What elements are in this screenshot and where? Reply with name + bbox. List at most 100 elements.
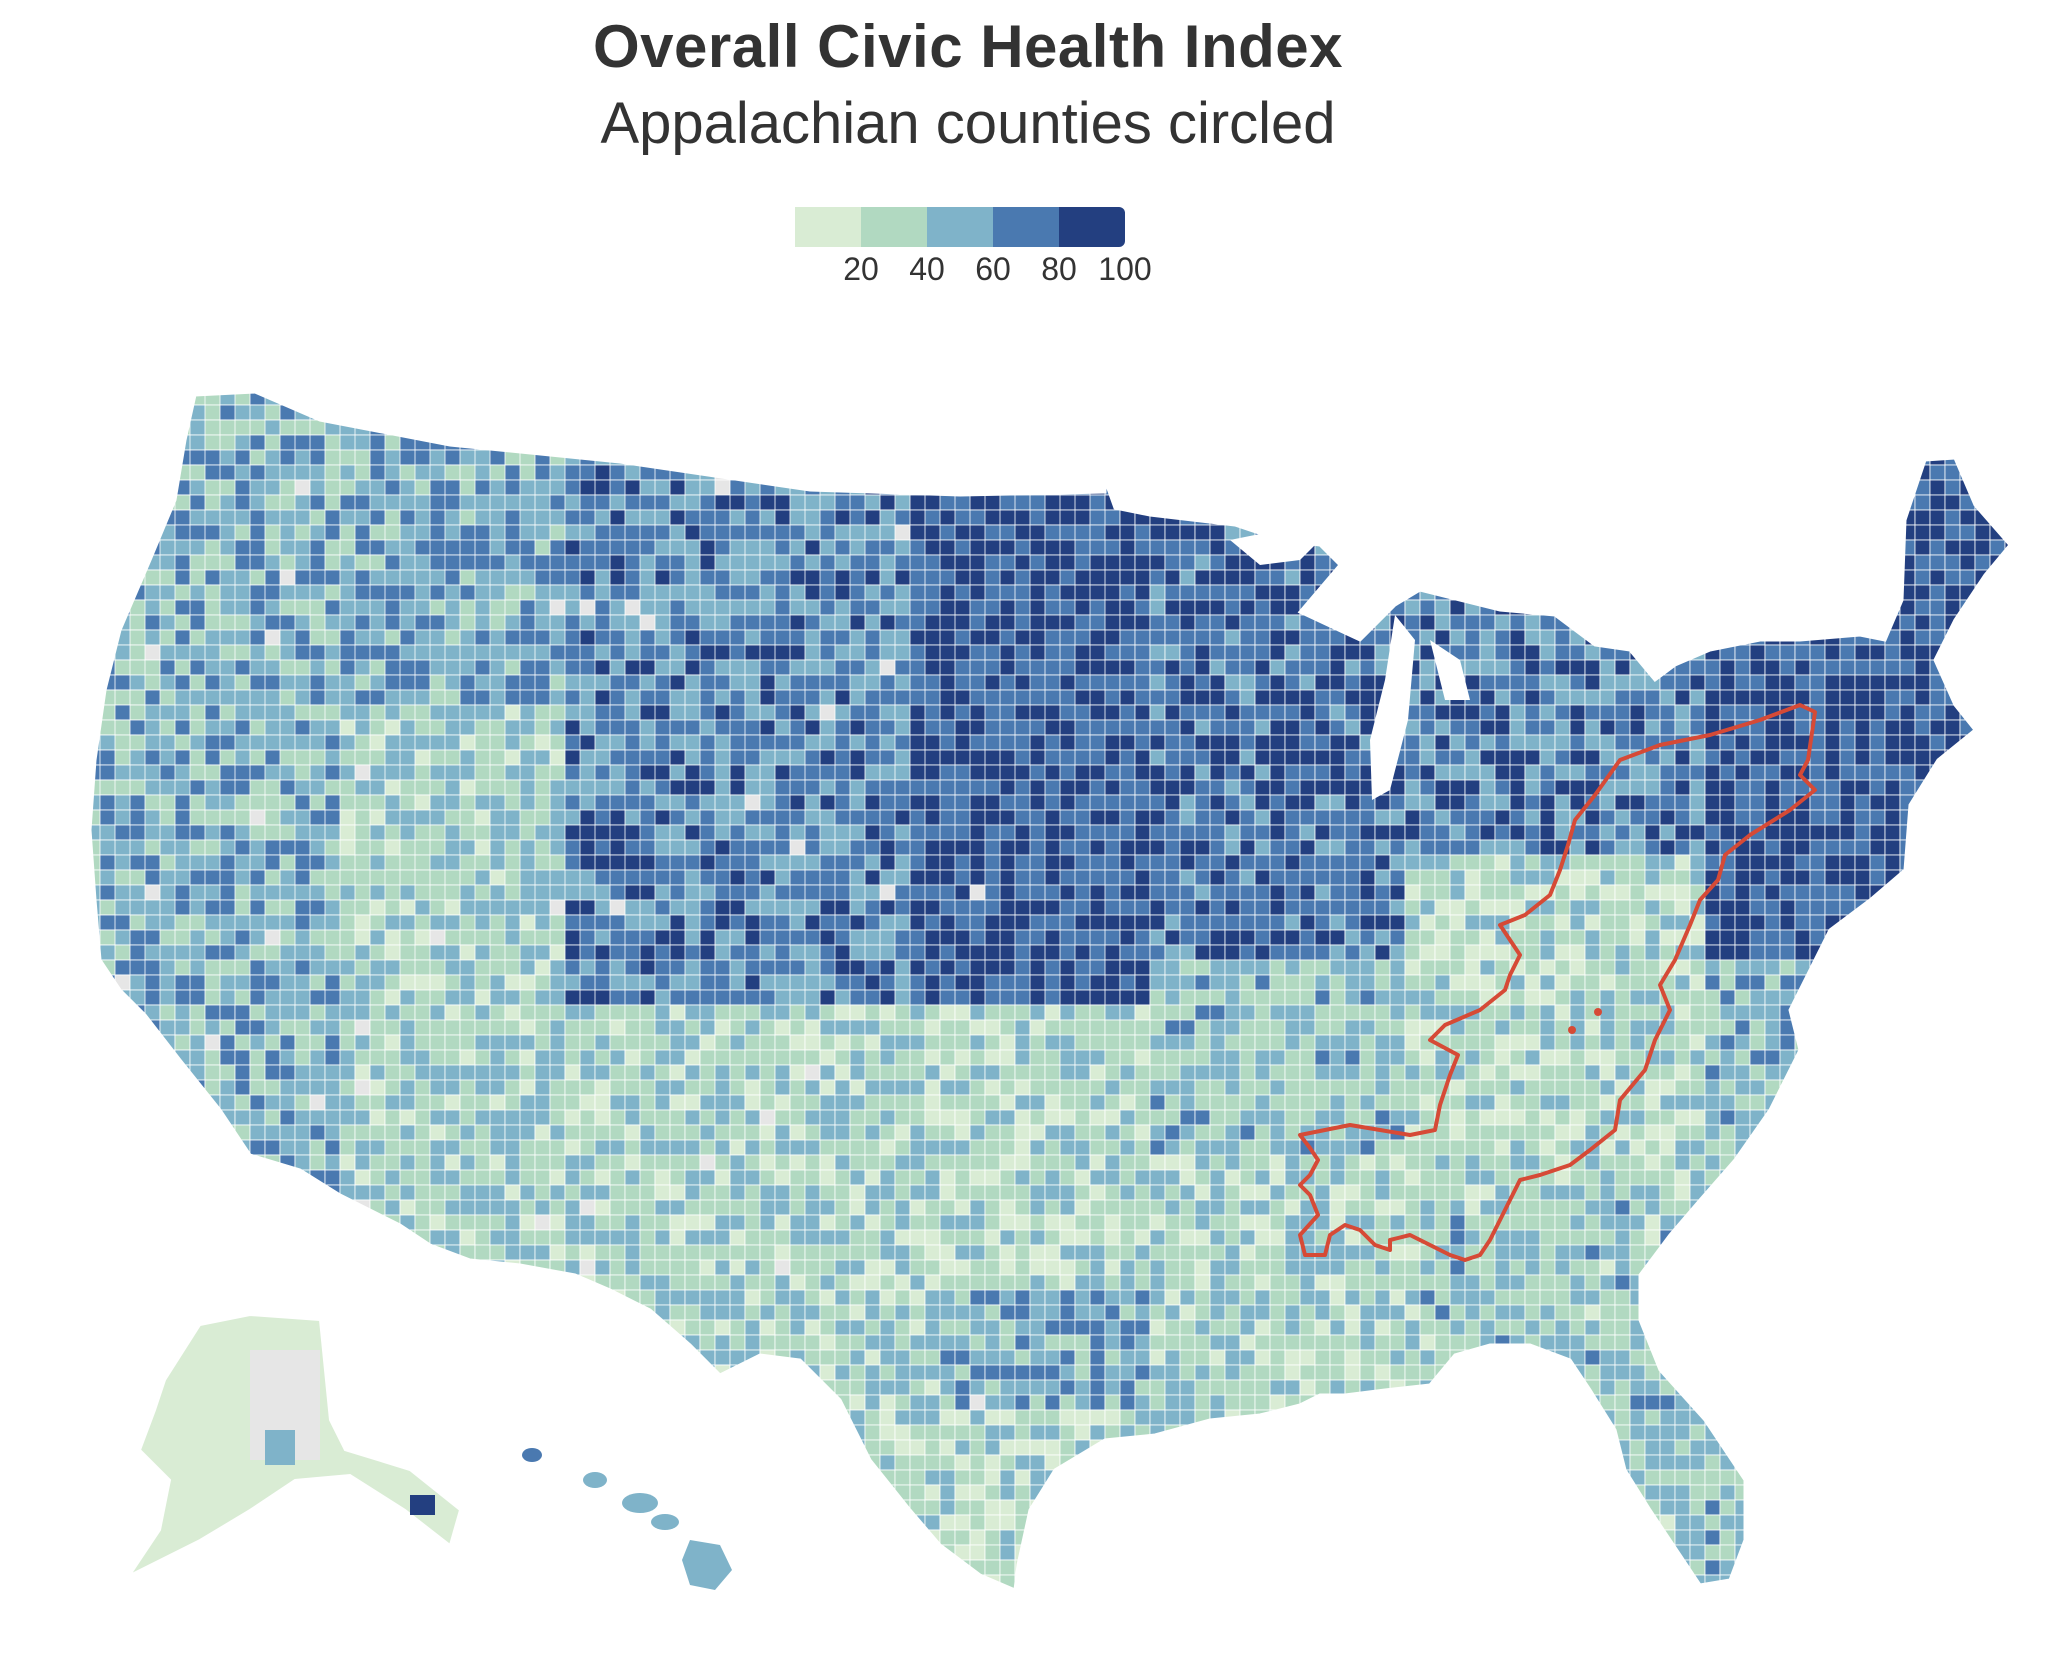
county-cell bbox=[1749, 599, 1766, 616]
county-cell bbox=[1434, 824, 1451, 841]
county-cell bbox=[1614, 659, 1631, 676]
county-cell bbox=[1419, 479, 1436, 496]
county-cell bbox=[324, 404, 347, 421]
county-cell bbox=[1614, 884, 1631, 901]
county-cell bbox=[1494, 644, 1511, 661]
county-cell bbox=[1104, 434, 1121, 451]
county-cell bbox=[2004, 659, 2010, 676]
county-cell bbox=[1074, 434, 1097, 451]
county-cell bbox=[1404, 464, 1421, 481]
county-cell bbox=[1224, 449, 1241, 466]
county-cell bbox=[1194, 734, 1211, 751]
county-cell bbox=[1029, 392, 1052, 406]
county-cell bbox=[1734, 914, 1751, 931]
county-cell bbox=[114, 479, 137, 496]
county-cell bbox=[1704, 809, 1721, 826]
county-cell bbox=[1719, 404, 1736, 421]
county-cell bbox=[1959, 569, 1976, 586]
county-cell bbox=[1119, 854, 1136, 871]
county-cell bbox=[1779, 434, 1796, 451]
county-cell bbox=[1854, 779, 1871, 796]
county-cell bbox=[1839, 719, 1856, 736]
county-cell bbox=[819, 464, 842, 481]
county-cell bbox=[1449, 569, 1466, 586]
county-cell bbox=[1224, 734, 1241, 751]
county-cell bbox=[1989, 419, 2006, 436]
county-cell bbox=[1869, 704, 1886, 721]
county-cell bbox=[1194, 854, 1211, 871]
county-cell bbox=[1194, 959, 1211, 976]
county-cell bbox=[1764, 674, 1781, 691]
county-cell bbox=[1884, 779, 1901, 796]
county-cell bbox=[1824, 734, 1841, 751]
county-cell bbox=[1824, 869, 1841, 886]
county-cell bbox=[1224, 644, 1241, 661]
county-cell bbox=[1179, 554, 1196, 571]
county-cell bbox=[1584, 464, 1601, 481]
county-cell bbox=[1914, 539, 1931, 556]
county-cell bbox=[1254, 404, 1271, 421]
county-cell bbox=[1194, 434, 1211, 451]
county-cell bbox=[1494, 392, 1511, 406]
county-cell bbox=[1644, 449, 1661, 466]
county-cell bbox=[1269, 614, 1286, 631]
county-cell bbox=[1554, 944, 1571, 961]
county-cell bbox=[1974, 944, 1991, 961]
county-cell bbox=[1284, 809, 1301, 826]
county-cell bbox=[1149, 899, 1166, 916]
county-cell bbox=[1104, 749, 1121, 766]
county-cell bbox=[2004, 629, 2010, 646]
county-cell bbox=[1419, 539, 1436, 556]
county-cell bbox=[1704, 914, 1721, 931]
county-cell bbox=[1464, 869, 1481, 886]
county-cell bbox=[1659, 569, 1676, 586]
county-cell bbox=[819, 404, 842, 421]
county-cell bbox=[1944, 404, 1961, 421]
county-cell bbox=[1419, 824, 1436, 841]
county-cell bbox=[1614, 704, 1631, 721]
county-cell bbox=[1659, 392, 1676, 406]
county-cell bbox=[1389, 914, 1406, 931]
county-cell bbox=[1374, 809, 1391, 826]
county-cell bbox=[759, 404, 782, 421]
county-cell bbox=[1959, 449, 1976, 466]
county-cell bbox=[1839, 614, 1856, 631]
county-cell bbox=[1359, 899, 1376, 916]
county-cell bbox=[1404, 749, 1421, 766]
county-cell bbox=[1644, 614, 1661, 631]
county-cell bbox=[114, 449, 137, 466]
county-cell bbox=[1239, 464, 1256, 481]
county-cell bbox=[1254, 824, 1271, 841]
county-cell bbox=[1869, 824, 1886, 841]
county-cell bbox=[1734, 392, 1751, 406]
county-cell bbox=[804, 419, 827, 436]
county-cell bbox=[1314, 629, 1331, 646]
county-cell bbox=[1464, 749, 1481, 766]
county-cell bbox=[1599, 599, 1616, 616]
county-cell bbox=[1599, 449, 1616, 466]
county-cell bbox=[1314, 392, 1331, 406]
county-cell bbox=[1929, 704, 1946, 721]
county-cell bbox=[159, 419, 182, 436]
county-cell bbox=[1749, 674, 1766, 691]
county-cell bbox=[939, 419, 962, 436]
county-cell bbox=[1149, 392, 1166, 406]
county-cell bbox=[1749, 659, 1766, 676]
county-cell bbox=[1599, 629, 1616, 646]
county-cell bbox=[1974, 629, 1991, 646]
county-cell bbox=[1644, 629, 1661, 646]
county-cell bbox=[1149, 524, 1166, 541]
county-cell bbox=[144, 494, 167, 511]
county-cell bbox=[129, 479, 152, 496]
county-cell bbox=[1989, 899, 2006, 916]
county-cell bbox=[1704, 689, 1721, 706]
county-cell bbox=[1839, 764, 1856, 781]
county-cell bbox=[1119, 404, 1136, 421]
county-cell bbox=[1659, 839, 1676, 856]
county-cell bbox=[1134, 809, 1151, 826]
county-cell bbox=[1554, 899, 1571, 916]
county-cell bbox=[894, 392, 917, 406]
county-cell bbox=[1779, 599, 1796, 616]
county-cell bbox=[1719, 764, 1736, 781]
county-cell bbox=[1524, 509, 1541, 526]
